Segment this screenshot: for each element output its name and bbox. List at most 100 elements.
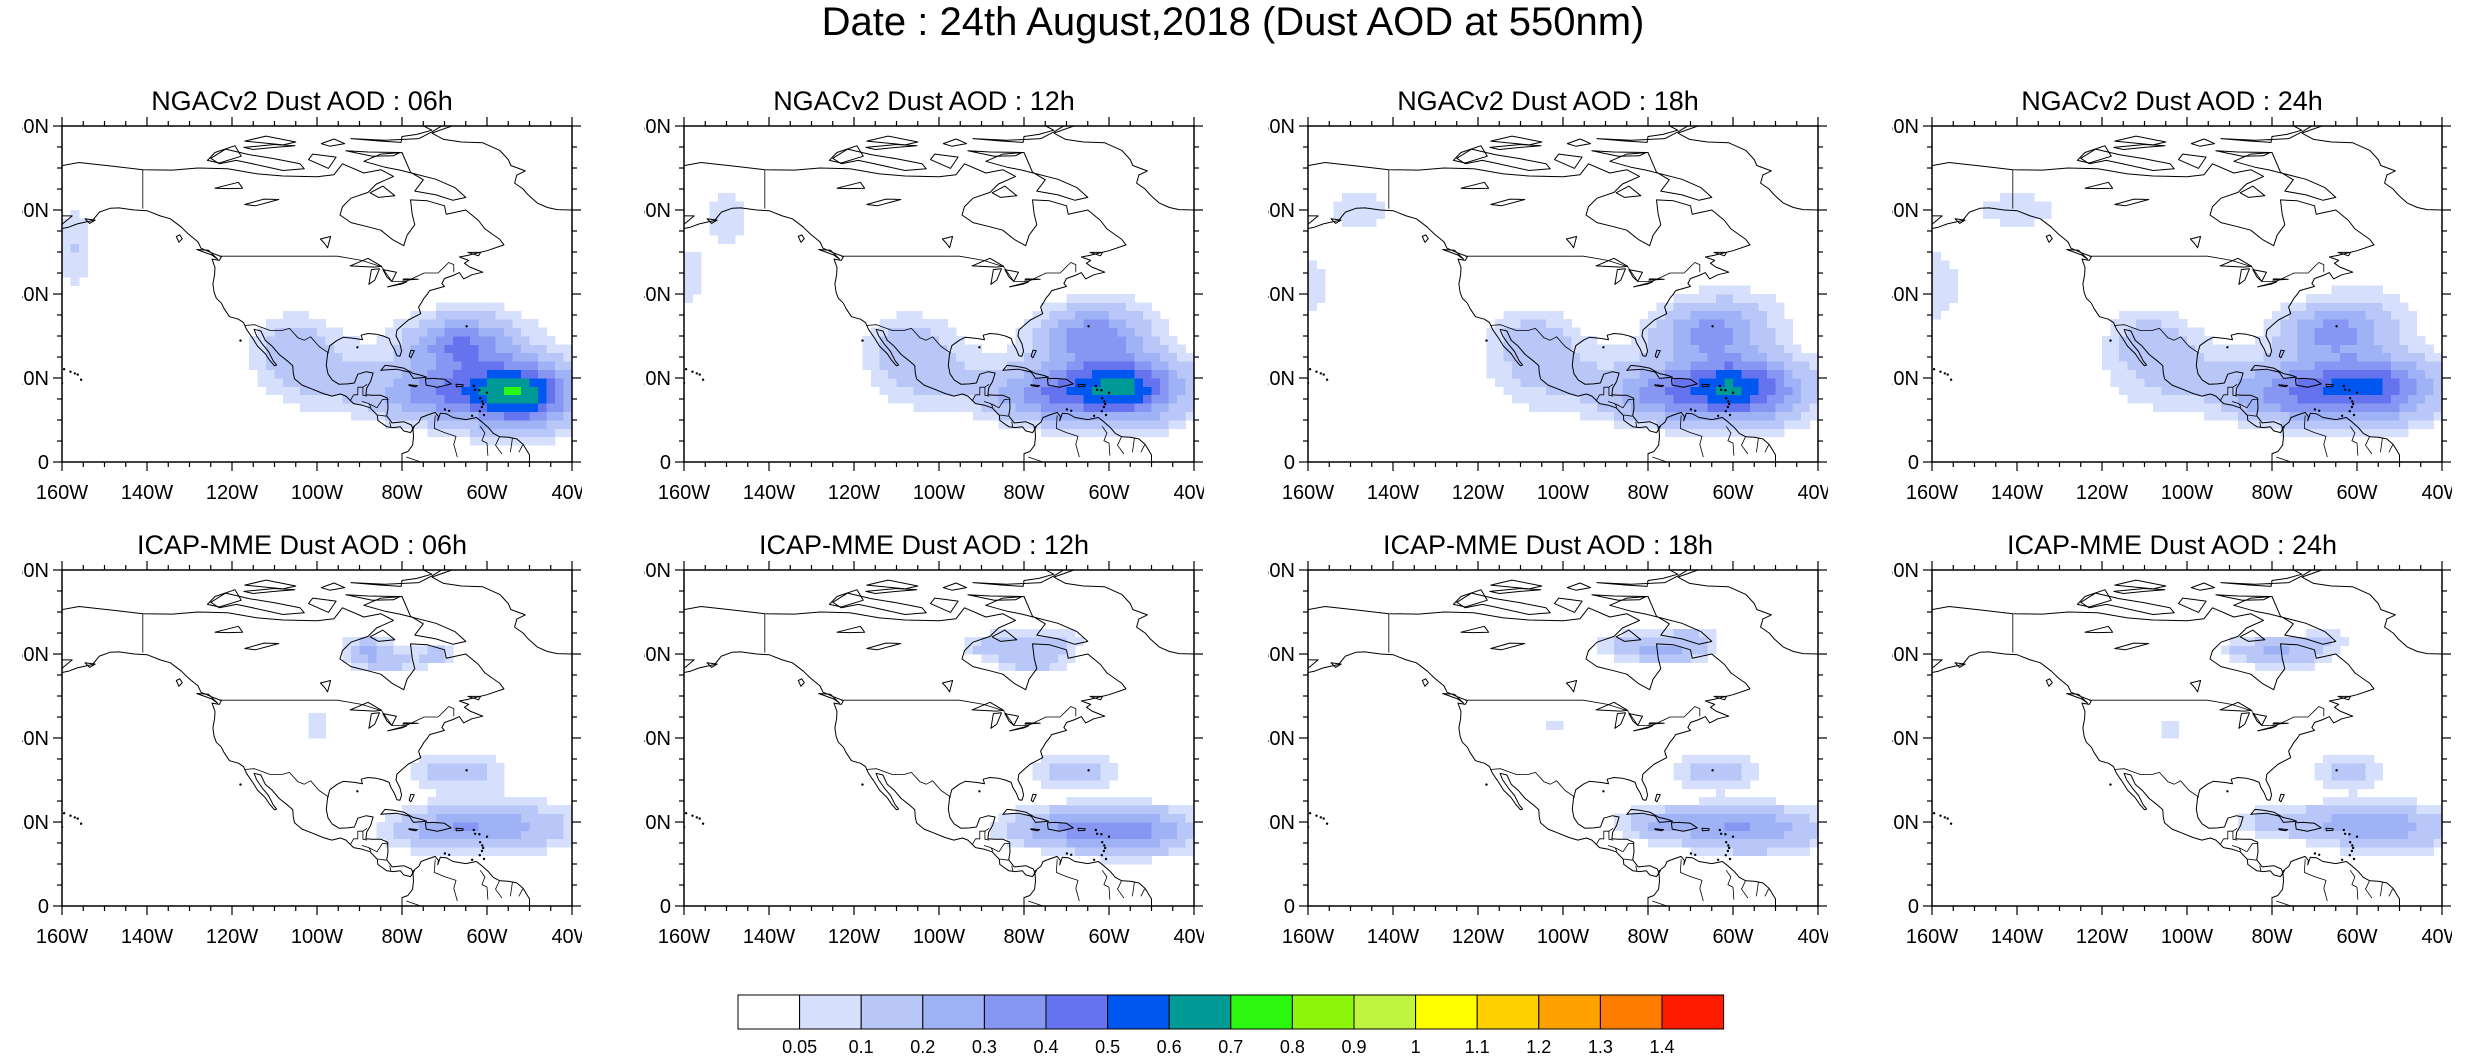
dust-cell [2331,386,2341,396]
dust-cell [1168,378,1178,387]
coastline-island [797,678,805,687]
dust-cell [896,310,906,320]
dust-cell [1741,352,1751,362]
coastline-island [1490,135,1543,146]
dust-cell [2178,352,2188,362]
dust-cell [1750,830,1759,840]
dust-cell [1648,411,1657,421]
dust-cell [1784,394,1793,404]
dust-cell [1656,302,1666,312]
dust-cell [1733,327,1742,337]
dust-cell [461,805,471,814]
dust-cell [529,344,539,354]
coastline-island [1077,383,1086,388]
x-tick-label: 80W [381,482,422,504]
dust-cell [359,386,369,396]
dust-cell [1801,420,1810,429]
dust-cell [2314,628,2324,638]
dust-cell [2272,394,2281,404]
dust-cell [2408,386,2417,396]
dust-cell [1075,344,1084,354]
dust-cell [2161,344,2171,354]
dust-cell [444,771,454,781]
dust-cell [461,411,471,421]
dust-cell [2306,394,2315,404]
dust-cell [956,386,965,396]
dust-cell [444,336,454,345]
dust-cell [529,420,539,429]
dust-cell [2136,336,2145,345]
dust-cell [922,352,931,362]
dust-cell [2204,336,2213,345]
lake-outline [866,198,902,207]
dust-cell [1092,838,1101,848]
dust-cell [1767,378,1776,387]
dust-cell [538,428,547,438]
dust-cell [436,361,445,370]
dust-cell [2229,378,2239,387]
colorbar-label: 0.2 [910,1037,935,1056]
dust-cell [718,235,727,244]
dust-cell [871,361,880,370]
dust-cell [1160,822,1169,831]
dust-cell [308,394,318,404]
dust-cell [956,394,965,404]
dust-cell [1083,763,1093,772]
dust-cell [529,386,539,396]
dust-cell [1126,344,1135,354]
dust-cell [2289,813,2298,823]
country-border [389,421,392,428]
dust-cell [1801,813,1810,823]
x-tick-label: 140W [1991,926,2043,948]
dust-aod-field [684,193,1194,438]
lake-outline [836,625,866,634]
dust-cell [862,352,872,362]
dust-cell [1134,855,1144,865]
dust-cell [2289,428,2298,438]
dust-cell [444,428,454,438]
island-speck [2342,828,2345,832]
map-panel-icap-24: 160W140W120W100W80W60W40W020N40N60N80NIC… [1892,528,2452,988]
dust-cell [1631,822,1640,831]
dust-cell [1126,352,1135,362]
dust-cell [913,361,923,370]
dust-cell [563,403,572,412]
dust-cell [2340,344,2349,354]
country-border [1140,888,1146,897]
dust-cell [871,378,880,387]
dust-cell [1350,201,1360,211]
main-title: Date : 24th August,2018 (Dust AOD at 550… [821,0,1645,44]
dust-cell [453,754,462,764]
dust-cell [1007,378,1016,387]
dust-cell [1724,344,1734,354]
dust-cell [973,344,982,354]
dust-cell [1520,378,1530,387]
dust-cell [1168,830,1178,840]
dust-cell [1758,369,1768,379]
dust-cell [2255,411,2264,421]
dust-cell [1741,796,1751,806]
dust-cell [2365,310,2375,320]
dust-cell [1571,344,1581,354]
dust-cell [1143,838,1152,848]
dust-cell [1066,428,1076,438]
dust-cell [512,805,522,814]
x-tick-label: 60W [466,926,507,948]
dust-cell [2391,319,2400,328]
dust-cell [1058,771,1067,781]
coastline-island [1030,384,1041,388]
dust-cell [1092,771,1101,781]
dust-cell [453,822,462,831]
dust-cell [2314,654,2324,663]
dust-cell [1143,813,1152,823]
dust-cell [385,645,394,655]
dust-cell [1750,319,1759,328]
dust-cell [2263,830,2273,840]
dust-cell [1767,394,1776,404]
coastline-island [2190,582,2216,591]
dust-cell [2042,210,2052,219]
dust-cell [905,386,914,396]
dust-cell [973,645,982,655]
dust-cell [453,394,462,404]
dust-cell [2289,386,2298,396]
